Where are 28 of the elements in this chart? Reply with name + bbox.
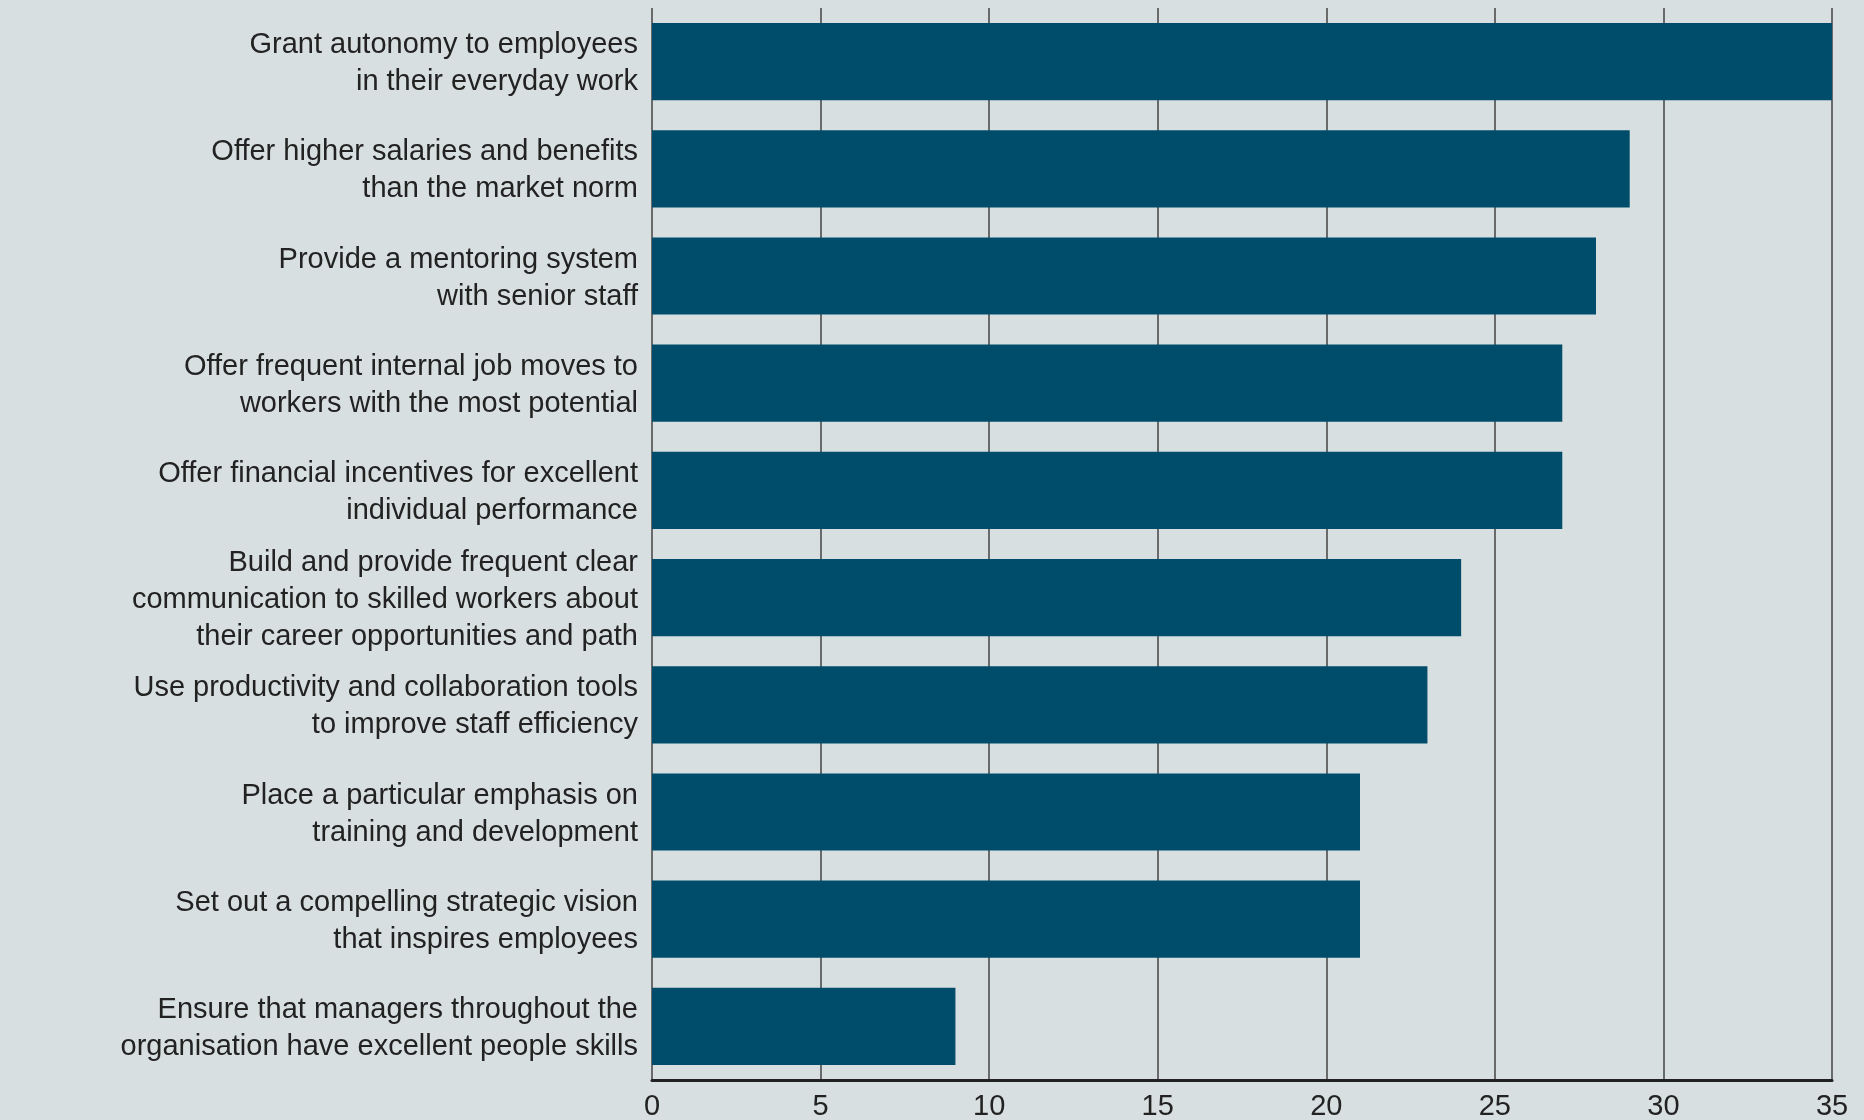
x-tick-label: 0: [643, 1088, 661, 1120]
y-tick-label: Provide a mentoring system with senior staff: [278, 241, 639, 311]
bar: [652, 666, 1428, 744]
y-tick-label: Build and provide frequent clear communication to skilled workers about their career opportunities and path: [131, 544, 639, 651]
y-tick-label: Place a particular emphasis on training and development: [241, 777, 638, 847]
x-tick-label: 35: [1815, 1088, 1849, 1120]
y-tick-label: Offer higher salaries and benefits than the market norm: [211, 134, 638, 204]
y-tick-label: Offer frequent internal job moves to workers with the most potential: [183, 348, 638, 418]
bar: [652, 237, 1596, 315]
x-tick-label: 10: [973, 1088, 1006, 1120]
bar: [652, 559, 1462, 637]
y-tick-label: Offer financial incentives for excellent individual performance: [158, 455, 638, 525]
bar: [652, 23, 1832, 101]
x-tick-label: 15: [1141, 1088, 1174, 1120]
bar: [652, 880, 1360, 958]
y-tick-label: Ensure that managers throughout the organisation have excellent people skills: [120, 991, 638, 1061]
x-tick-label: 20: [1310, 1088, 1343, 1120]
bar: [652, 451, 1563, 529]
y-tick-label: Use productivity and collaboration tools to improve staff efficiency: [133, 670, 639, 740]
y-tick-label: Grant autonomy to employees in their everyday work: [249, 27, 639, 97]
x-tick-label: 25: [1478, 1088, 1511, 1120]
bar: [652, 130, 1630, 208]
bar: [652, 773, 1360, 851]
bar: [652, 344, 1563, 422]
y-tick-label: Set out a compelling strategic vision that inspires employees: [175, 884, 638, 954]
x-tick-label: 30: [1647, 1088, 1680, 1120]
bar: [652, 987, 956, 1065]
x-tick-label: 5: [812, 1088, 829, 1120]
